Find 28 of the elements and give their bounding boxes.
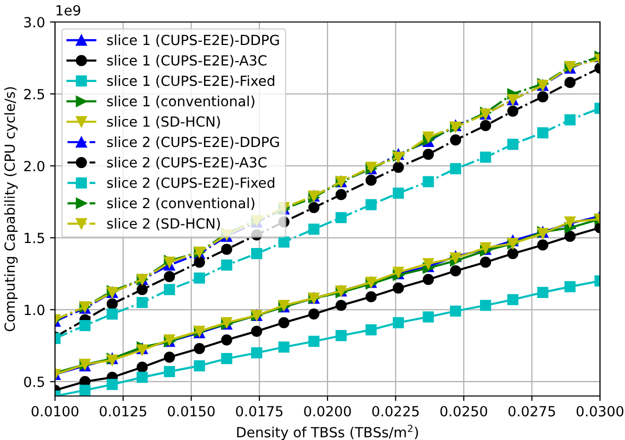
legend-label: slice 1 (CUPS-E2E)-A3C: [107, 54, 266, 68]
x-tick-label: 0.0125: [100, 406, 146, 416]
x-axis-title: Density of TBSs (TBSs/m$^{2}$): [237, 424, 418, 440]
y-tick-label: 1.5: [24, 232, 44, 244]
legend-label: slice 2 (conventional): [107, 198, 254, 210]
legend-label: slice 2 (CUPS-E2E)-A3C: [107, 156, 266, 170]
legend-label: slice 1 (CUPS-E2E)-Fixed: [107, 75, 274, 88]
x-tick-label: 0.0175: [236, 406, 282, 416]
x-tick-label: 0.0100: [32, 406, 78, 416]
y-tick-label: 3.0: [24, 16, 44, 28]
y-tick-label: 1.0: [24, 304, 44, 316]
legend-label: slice 1 (SD-HCN): [107, 116, 220, 128]
y-tick-label: 2.5: [24, 88, 44, 100]
y-tick-label: 0.5: [24, 376, 44, 388]
legend-label: slice 2 (CUPS-E2E)-DDPG: [107, 136, 279, 149]
x-tick-label: 0.0300: [576, 406, 624, 416]
x-tick-label: 0.0250: [440, 406, 488, 416]
y-axis-title: Computing Capability (CPU cycle/s): [4, 87, 18, 332]
x-tick-label: 0.0225: [372, 406, 419, 416]
legend-label: slice 2 (SD-HCN): [107, 218, 220, 230]
legend-label: slice 1 (CUPS-E2E)-DDPG: [107, 34, 279, 47]
legend-label: slice 1 (conventional): [107, 96, 254, 108]
legend-label: slice 2 (CUPS-E2E)-Fixed: [107, 177, 274, 190]
text: 1e9: [56, 5, 80, 16]
y-tick-label: 2.0: [24, 160, 44, 172]
x-tick-label: 0.0150: [168, 406, 215, 416]
x-tick-label: 0.0200: [304, 406, 351, 416]
x-tick-label: 0.0275: [508, 406, 555, 416]
